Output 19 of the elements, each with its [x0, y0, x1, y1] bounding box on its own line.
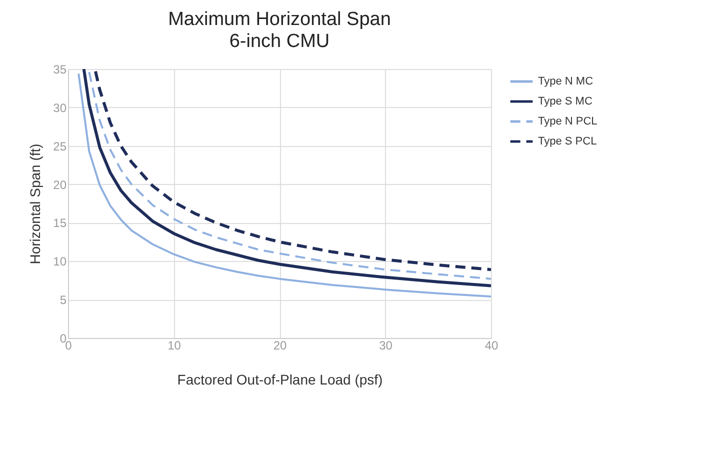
legend-label: Type S PCL	[538, 136, 597, 148]
y-tick-label: 20	[53, 178, 67, 192]
y-axis-title: Horizontal Span (ft)	[27, 144, 44, 264]
chart-title: Maximum Horizontal Span	[168, 9, 391, 30]
chart-subtitle: 6-inch CMU	[229, 31, 330, 52]
y-tick-label: 30	[53, 100, 67, 115]
legend-label: Type N PCL	[538, 116, 598, 128]
x-axis-title: Factored Out-of-Plane Load (psf)	[177, 372, 383, 388]
y-tick-label: 35	[53, 62, 67, 76]
y-tick-label: 15	[53, 216, 67, 230]
x-tick-label: 40	[484, 338, 498, 352]
legend-label: Type S MC	[538, 96, 592, 108]
x-tick-label: 10	[168, 338, 182, 352]
x-tick-label: 20	[273, 338, 287, 352]
legend-label: Type N MC	[538, 76, 594, 88]
y-tick-label: 10	[53, 254, 67, 269]
y-tick-label: 25	[53, 139, 67, 154]
y-tick-label: 5	[60, 293, 67, 308]
x-tick-label: 30	[379, 338, 393, 352]
